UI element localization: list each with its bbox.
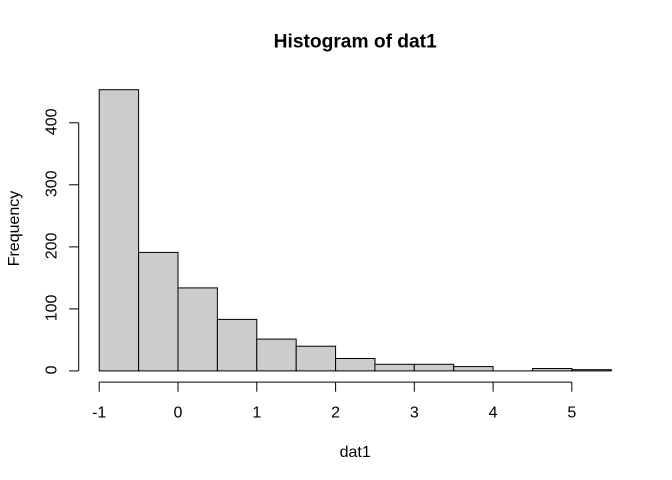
svg-text:400: 400 — [43, 108, 60, 135]
svg-text:-1: -1 — [92, 405, 106, 422]
svg-text:4: 4 — [489, 405, 498, 422]
svg-text:Histogram of dat1: Histogram of dat1 — [274, 31, 437, 52]
svg-text:0: 0 — [174, 405, 183, 422]
svg-text:Frequency: Frequency — [6, 191, 23, 267]
svg-text:2: 2 — [331, 405, 340, 422]
svg-text:0: 0 — [43, 365, 60, 374]
svg-text:1: 1 — [252, 405, 261, 422]
svg-text:3: 3 — [410, 405, 419, 422]
svg-text:300: 300 — [43, 170, 60, 197]
svg-text:5: 5 — [567, 405, 576, 422]
svg-text:dat1: dat1 — [340, 444, 371, 461]
svg-text:200: 200 — [43, 232, 60, 259]
svg-text:100: 100 — [43, 294, 60, 321]
